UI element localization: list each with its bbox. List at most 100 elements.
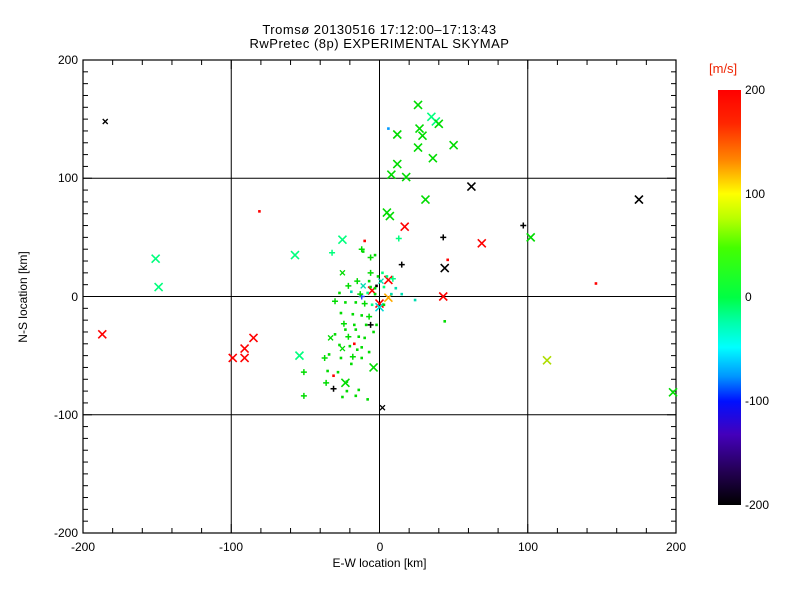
data-point [376,275,380,278]
data-point [434,119,444,129]
data-point [413,100,423,110]
data-point [526,232,536,242]
data-point [373,292,377,296]
data-point [341,395,344,399]
data-point [378,278,384,285]
data-point [339,269,346,276]
data-point [339,311,343,315]
data-point [367,279,371,283]
data-point [300,392,307,399]
data-point [372,330,375,334]
data-point [466,181,476,192]
data-point [332,374,335,378]
data-point [367,254,374,261]
data-point [370,303,374,307]
data-point [340,378,350,388]
colorbar-tick-label: 200 [745,83,766,97]
data-point [440,263,450,273]
y-tick-label: 0 [71,290,78,304]
data-point [354,328,358,331]
data-point [349,353,356,360]
data-point [385,275,389,278]
data-point [326,369,329,373]
data-point [345,282,352,289]
data-point [294,351,305,361]
x-tick-label: 100 [517,540,539,554]
data-point [344,301,347,304]
x-tick-label: -100 [218,540,244,554]
data-point [344,328,347,331]
data-point [413,298,417,302]
colorbar-gradient [718,90,741,505]
data-point [417,131,428,141]
data-point [634,194,644,205]
data-point [385,211,395,221]
data-point [392,129,402,140]
data-point [520,222,527,229]
data-point [358,246,365,253]
data-point [321,354,328,361]
data-point [383,275,393,285]
data-point [339,356,343,360]
data-point [258,210,261,213]
data-point [400,292,404,296]
data-point [387,127,390,130]
data-point [477,238,487,248]
data-point [400,222,410,232]
y-tick-label: -100 [53,408,78,422]
data-point [373,253,377,257]
data-point [438,291,448,302]
data-point [240,343,250,354]
data-point [337,235,348,245]
data-point [357,388,361,392]
data-point [355,348,359,352]
data-point [354,394,358,398]
data-point [97,329,107,339]
data-point [290,250,300,260]
colorbar-unit-label: [m/s] [709,61,738,76]
data-point [339,345,346,352]
data-point [102,118,109,125]
data-point [446,258,449,262]
colorbar-tick-label: 0 [745,290,752,304]
colorbar-tick-label: 100 [745,187,766,201]
y-axis-label: N-S location [km] [16,251,30,343]
data-point [401,172,411,182]
data-point [394,286,398,290]
data-point [374,299,385,309]
chart-title: Tromsø 20130516 17:12:00–17:13:43 [262,22,497,37]
data-point [345,333,352,340]
data-point [151,254,161,264]
data-point [398,261,405,268]
data-point [375,323,378,327]
data-point [386,170,396,180]
data-point [361,300,368,307]
data-point [366,313,373,320]
data-point [352,342,356,346]
data-point [300,369,307,376]
data-point [369,362,379,373]
data-point [360,346,364,349]
data-point [440,234,447,241]
data-point [443,320,447,323]
data-point [354,278,361,285]
data-point [367,350,371,354]
data-point [390,292,393,296]
data-point [375,284,378,288]
data-point [392,159,402,169]
data-point [594,282,598,285]
x-tick-label: 200 [665,540,687,554]
data-point [360,282,367,289]
data-point [413,142,423,153]
y-tick-label: 200 [57,53,78,67]
data-point [338,343,341,347]
scatter-points [97,100,678,411]
data-point [329,249,336,256]
data-point [345,380,349,383]
data-point [338,291,341,295]
data-point [357,335,361,339]
data-point [240,353,250,363]
data-point [354,301,358,304]
